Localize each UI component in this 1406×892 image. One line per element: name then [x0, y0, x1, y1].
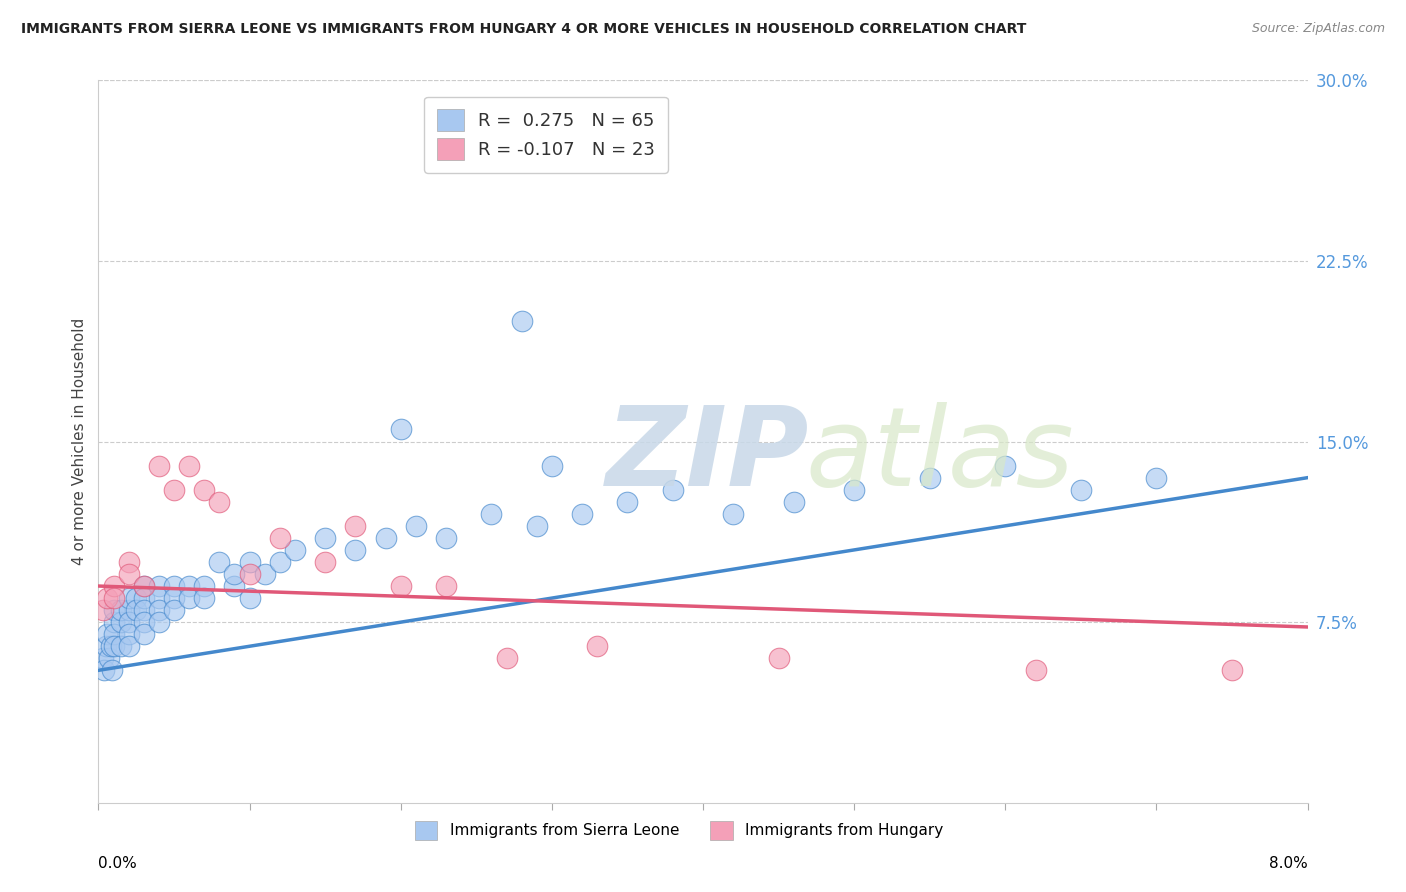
Point: [1146, 470, 1168, 484]
Point: [148, 615, 170, 630]
Point: [91, 651, 114, 665]
Point: [94, 639, 117, 653]
Point: [163, 579, 186, 593]
Point: [179, 458, 201, 473]
Point: [193, 483, 215, 497]
Point: [844, 483, 866, 497]
Point: [118, 591, 141, 605]
Point: [994, 458, 1017, 473]
Point: [148, 591, 170, 605]
Point: [193, 579, 215, 593]
Point: [344, 542, 367, 557]
Point: [314, 531, 336, 545]
Point: [118, 627, 141, 641]
Point: [148, 579, 170, 593]
Point: [100, 639, 122, 653]
Point: [93, 664, 115, 678]
Point: [405, 518, 427, 533]
Point: [284, 542, 307, 557]
Point: [163, 603, 186, 617]
Point: [110, 639, 132, 653]
Point: [101, 664, 124, 678]
Point: [314, 555, 336, 569]
Point: [103, 639, 125, 653]
Point: [103, 627, 125, 641]
Point: [389, 422, 412, 436]
Point: [103, 603, 125, 617]
Point: [110, 615, 132, 630]
Point: [1220, 664, 1243, 678]
Point: [269, 531, 291, 545]
Point: [1070, 483, 1092, 497]
Text: atlas: atlas: [806, 402, 1074, 509]
Point: [132, 579, 155, 593]
Point: [118, 567, 141, 582]
Point: [125, 603, 148, 617]
Text: 0.0%: 0.0%: [98, 855, 138, 871]
Point: [434, 531, 457, 545]
Point: [132, 615, 155, 630]
Point: [118, 615, 141, 630]
Point: [768, 651, 790, 665]
Point: [269, 555, 291, 569]
Point: [132, 627, 155, 641]
Point: [1025, 664, 1047, 678]
Point: [132, 591, 155, 605]
Point: [616, 494, 638, 508]
Point: [783, 494, 806, 508]
Point: [110, 603, 132, 617]
Point: [118, 603, 141, 617]
Text: 8.0%: 8.0%: [1268, 855, 1308, 871]
Point: [132, 603, 155, 617]
Point: [344, 518, 367, 533]
Point: [103, 579, 125, 593]
Legend: Immigrants from Sierra Leone, Immigrants from Hungary: Immigrants from Sierra Leone, Immigrants…: [408, 815, 949, 846]
Text: Source: ZipAtlas.com: Source: ZipAtlas.com: [1251, 22, 1385, 36]
Point: [239, 555, 262, 569]
Point: [723, 507, 745, 521]
Point: [96, 627, 118, 641]
Point: [239, 567, 262, 582]
Point: [224, 579, 246, 593]
Point: [148, 603, 170, 617]
Point: [661, 483, 683, 497]
Point: [434, 579, 457, 593]
Point: [224, 567, 246, 582]
Point: [163, 483, 186, 497]
Point: [239, 591, 262, 605]
Y-axis label: 4 or more Vehicles in Household: 4 or more Vehicles in Household: [72, 318, 87, 566]
Point: [179, 579, 201, 593]
Point: [91, 603, 114, 617]
Point: [96, 591, 118, 605]
Point: [208, 494, 231, 508]
Point: [495, 651, 517, 665]
Point: [571, 507, 593, 521]
Point: [586, 639, 609, 653]
Point: [163, 591, 186, 605]
Point: [510, 314, 533, 328]
Point: [918, 470, 941, 484]
Point: [540, 458, 562, 473]
Point: [208, 555, 231, 569]
Point: [118, 639, 141, 653]
Point: [374, 531, 396, 545]
Point: [526, 518, 548, 533]
Point: [125, 591, 148, 605]
Point: [179, 591, 201, 605]
Point: [98, 651, 121, 665]
Point: [118, 555, 141, 569]
Point: [132, 579, 155, 593]
Point: [148, 458, 170, 473]
Point: [193, 591, 215, 605]
Text: ZIP: ZIP: [606, 402, 810, 509]
Point: [103, 591, 125, 605]
Text: IMMIGRANTS FROM SIERRA LEONE VS IMMIGRANTS FROM HUNGARY 4 OR MORE VEHICLES IN HO: IMMIGRANTS FROM SIERRA LEONE VS IMMIGRAN…: [21, 22, 1026, 37]
Point: [481, 507, 503, 521]
Point: [389, 579, 412, 593]
Point: [253, 567, 276, 582]
Point: [103, 615, 125, 630]
